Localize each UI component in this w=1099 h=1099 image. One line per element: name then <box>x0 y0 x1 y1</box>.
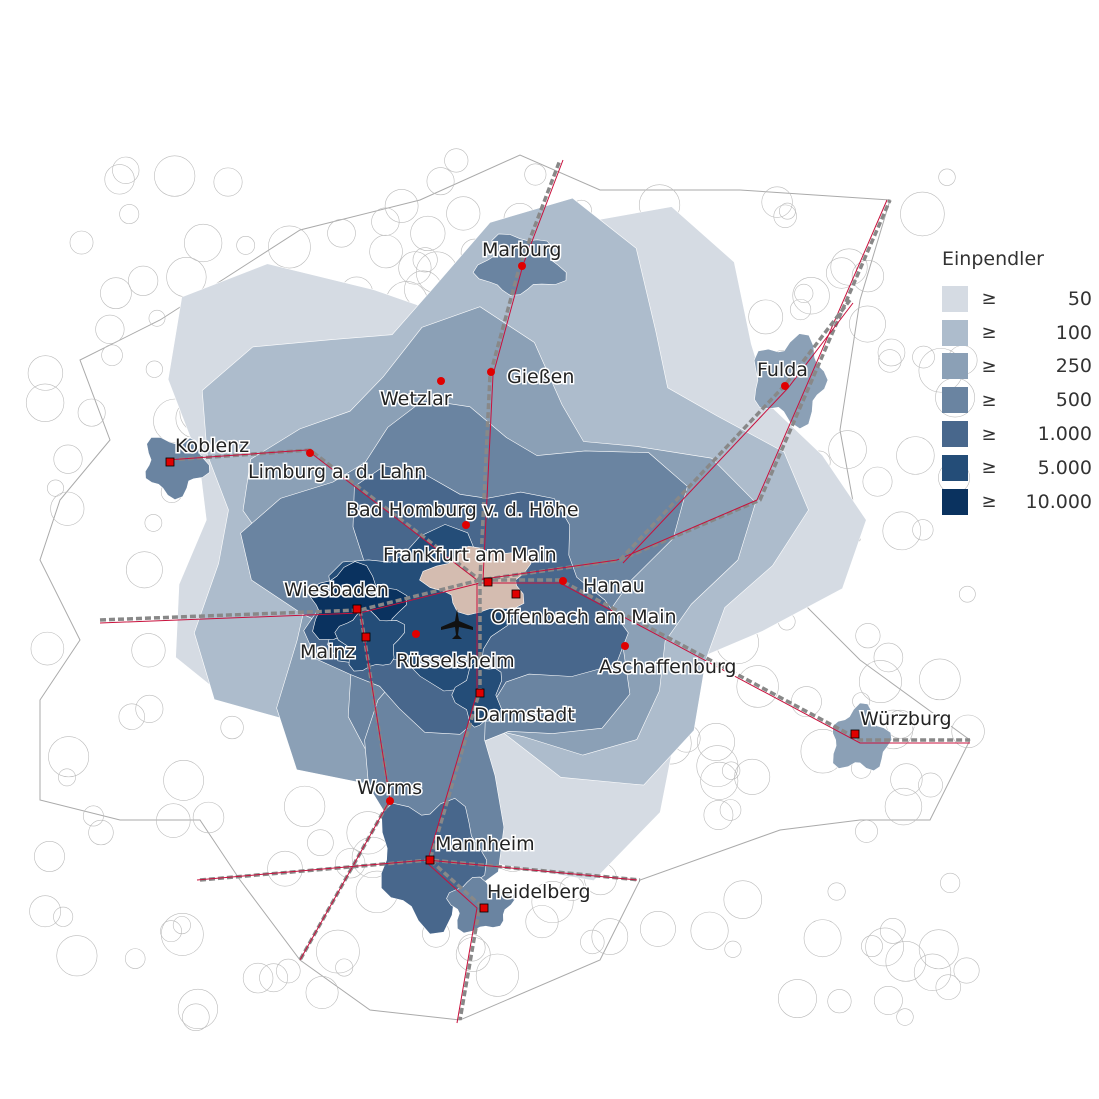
legend-swatch <box>942 455 968 481</box>
city-label: Würzburg <box>860 708 952 730</box>
legend-value: 10.000 <box>1004 491 1092 513</box>
city-marker <box>480 904 488 912</box>
legend-item: ≥ 100 <box>942 316 1092 350</box>
city-marker <box>621 642 629 650</box>
city-marker <box>484 578 492 586</box>
city-marker <box>166 458 174 466</box>
city-marker <box>518 262 526 270</box>
city-label: Frankfurt am Main <box>383 544 557 566</box>
legend-symbol: ≥ <box>974 491 1004 512</box>
legend-swatch <box>942 489 968 515</box>
legend-value: 1.000 <box>1004 423 1092 445</box>
legend-symbol: ≥ <box>974 288 1004 309</box>
legend-symbol: ≥ <box>974 424 1004 445</box>
commuter-map: Marburg Gießen Wetzlar Fulda Koblenz Limburg … <box>0 0 1099 1099</box>
city-label: Heidelberg <box>487 881 591 903</box>
city-label: Hanau <box>583 575 645 597</box>
city-marker <box>362 633 370 641</box>
legend-item: ≥ 5.000 <box>942 451 1092 485</box>
city-label: Wetzlar <box>380 388 452 410</box>
city-label: Bad Homburg v. d. Höhe <box>346 499 579 521</box>
legend-value: 50 <box>1004 288 1092 310</box>
city-label: Offenbach am Main <box>491 606 677 628</box>
legend-item: ≥ 1.000 <box>942 417 1092 451</box>
city-marker <box>412 630 420 638</box>
city-marker <box>306 449 314 457</box>
legend-symbol: ≥ <box>974 356 1004 377</box>
city-marker <box>851 730 859 738</box>
city-label: Wiesbaden <box>284 579 389 601</box>
city-marker <box>426 856 434 864</box>
city-label: Rüsselsheim <box>396 650 515 672</box>
city-label: Marburg <box>482 239 562 261</box>
city-marker <box>487 368 495 376</box>
legend-item: ≥ 10.000 <box>942 485 1092 519</box>
city-marker <box>437 377 445 385</box>
legend-value: 500 <box>1004 389 1092 411</box>
city-marker <box>476 689 484 697</box>
legend-symbol: ≥ <box>974 457 1004 478</box>
city-label: Gießen <box>507 366 574 388</box>
legend-swatch <box>942 387 968 413</box>
city-label: Aschaffenburg <box>599 656 737 678</box>
city-label: Koblenz <box>175 435 249 457</box>
legend-symbol: ≥ <box>974 390 1004 411</box>
legend-item: ≥ 250 <box>942 350 1092 384</box>
legend-value: 5.000 <box>1004 457 1092 479</box>
legend: Einpendler ≥ 50 ≥ 100 ≥ 250 ≥ 500 ≥ 1.00… <box>942 248 1092 519</box>
legend-swatch <box>942 286 968 312</box>
city-marker <box>462 521 470 529</box>
city-marker <box>559 577 567 585</box>
city-label: Limburg a. d. Lahn <box>248 461 426 483</box>
city-label: Mainz <box>300 641 355 663</box>
city-marker <box>781 382 789 390</box>
legend-value: 250 <box>1004 355 1092 377</box>
legend-item: ≥ 50 <box>942 282 1092 316</box>
legend-swatch <box>942 353 968 379</box>
city-marker <box>512 590 520 598</box>
legend-symbol: ≥ <box>974 322 1004 343</box>
city-label: Mannheim <box>435 833 535 855</box>
legend-swatch <box>942 320 968 346</box>
city-label: Darmstadt <box>474 704 575 726</box>
legend-swatch <box>942 421 968 447</box>
legend-item: ≥ 500 <box>942 383 1092 417</box>
city-label: Worms <box>357 777 422 799</box>
legend-value: 100 <box>1004 322 1092 344</box>
legend-title: Einpendler <box>942 248 1092 270</box>
city-label: Fulda <box>757 359 808 381</box>
city-marker <box>353 605 361 613</box>
